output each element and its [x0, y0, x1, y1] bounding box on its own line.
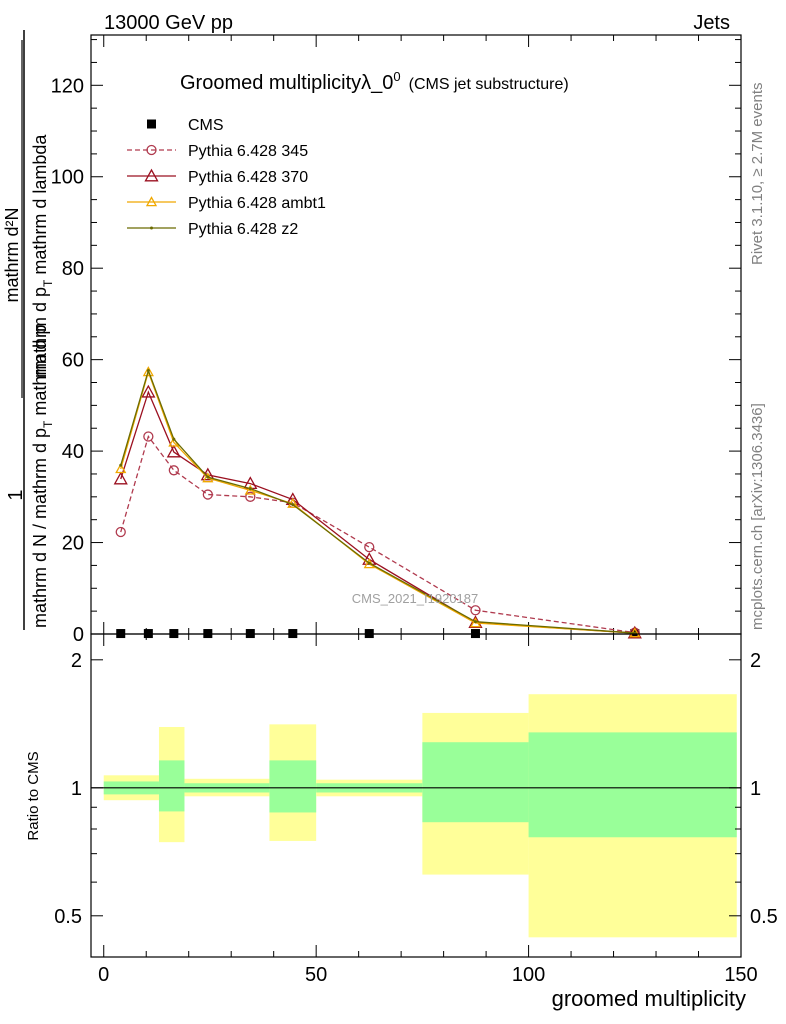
legend-marker-3	[145, 196, 158, 207]
data-point-1-6	[364, 541, 375, 553]
ratio-inner-band-3	[269, 760, 317, 813]
main-y-tick-label: 60	[62, 350, 84, 372]
main-y-axis-label: 1 mathrm d N / mathrm d pT mathrm d p ma…	[2, 30, 55, 630]
series-line-1	[120, 435, 635, 634]
y-label-inner-denominator: mathrm d pT mathrm d lambda	[30, 134, 55, 378]
x-tick-label: 100	[512, 964, 545, 986]
legend-label-4: Pythia 6.428 z2	[188, 221, 298, 238]
main-y-tick-label: 0	[73, 624, 84, 646]
data-point-4-0	[119, 463, 123, 467]
ratio-plot-frame	[90, 633, 742, 958]
legend: CMS Pythia 6.428 345 Pythia 6.428 370 Pythi…	[127, 117, 326, 238]
legend-marker-1	[146, 144, 157, 156]
ratio-y-tick-label-right: 1	[750, 778, 761, 800]
data-point-2-2	[166, 444, 181, 458]
data-point-3-6	[363, 558, 375, 569]
data-point-2-0	[113, 471, 128, 485]
mcplots-label: mcplots.cern.ch [arXiv:1306.3436]	[749, 403, 766, 630]
x-tick-label: 50	[305, 964, 327, 986]
legend-marker-4	[150, 226, 153, 230]
ratio-inner-band-1	[158, 760, 185, 812]
analysis-watermark: CMS_2021_I1920187	[352, 591, 479, 606]
data-point-1-7	[470, 605, 481, 616]
ratio-y-tick-label: 2	[71, 650, 82, 672]
y-label-numerator: mathrm d²N	[2, 207, 22, 302]
series-line-3	[120, 369, 635, 634]
ratio-inner-band-6	[528, 732, 737, 838]
data-point-1-2	[168, 465, 179, 476]
ratio-y-axis-label: Ratio to CMS	[25, 751, 42, 840]
data-point-4-7	[473, 620, 477, 624]
legend-marker-0	[147, 119, 156, 129]
ratio-y-tick-label-right: 0.5	[750, 906, 778, 928]
main-y-tick-label: 40	[62, 441, 84, 463]
ratio-y-tick-label: 1	[71, 778, 82, 800]
legend-label-3: Pythia 6.428 ambt1	[188, 195, 326, 212]
x-axis-title: groomed multiplicity	[552, 986, 746, 1011]
data-point-1-1	[143, 431, 154, 442]
data-point-4-1	[146, 369, 150, 373]
data-point-4-3	[206, 475, 210, 479]
ratio-panel: 0 50 100 150 0.5 0.5 1 1 2 2	[54, 633, 778, 986]
data-point-1-3	[202, 489, 213, 500]
header-left-label: 13000 GeV pp	[104, 12, 233, 34]
x-tick-label: 150	[724, 964, 757, 986]
data-point-3-0	[115, 463, 127, 474]
ratio-y-tick-label-right: 2	[750, 650, 761, 672]
y-label-prefactor: 1	[5, 489, 27, 500]
header-right-label: Jets	[693, 12, 730, 34]
main-y-tick-label: 80	[62, 258, 84, 280]
data-point-4-2	[172, 437, 176, 441]
data-point-4-6	[367, 561, 371, 565]
data-point-4-5	[291, 503, 295, 507]
series-4	[119, 368, 637, 635]
main-title: Groomed multiplicityλ_00 (CMS jet substru…	[180, 69, 569, 94]
data-point-1-4	[245, 491, 256, 502]
data-point-3-1	[142, 366, 154, 377]
legend-marker-2	[144, 168, 159, 182]
y-label-denominator: mathrm d N / mathrm d pT mathrm d p	[30, 325, 55, 628]
main-y-tick-label: 20	[62, 533, 84, 555]
rivet-version-label: Rivet 3.1.10, ≥ 2.7M events	[749, 83, 766, 266]
data-point-1-0	[115, 526, 126, 538]
data-point-2-1	[141, 384, 156, 398]
legend-label-0: CMS	[188, 117, 224, 134]
legend-label-1: Pythia 6.428 345	[188, 143, 308, 160]
main-panel: 0 20 40 60 80 100 120	[51, 34, 742, 646]
x-tick-label: 0	[98, 964, 109, 986]
ratio-y-tick-label: 0.5	[54, 906, 82, 928]
data-point-3-7	[469, 617, 482, 628]
legend-label-2: Pythia 6.428 370	[188, 169, 308, 186]
data-point-4-4	[248, 487, 252, 491]
ratio-inner-band-5	[422, 742, 529, 823]
main-y-tick-label: 120	[51, 75, 84, 97]
main-y-tick-label: 100	[51, 167, 84, 189]
